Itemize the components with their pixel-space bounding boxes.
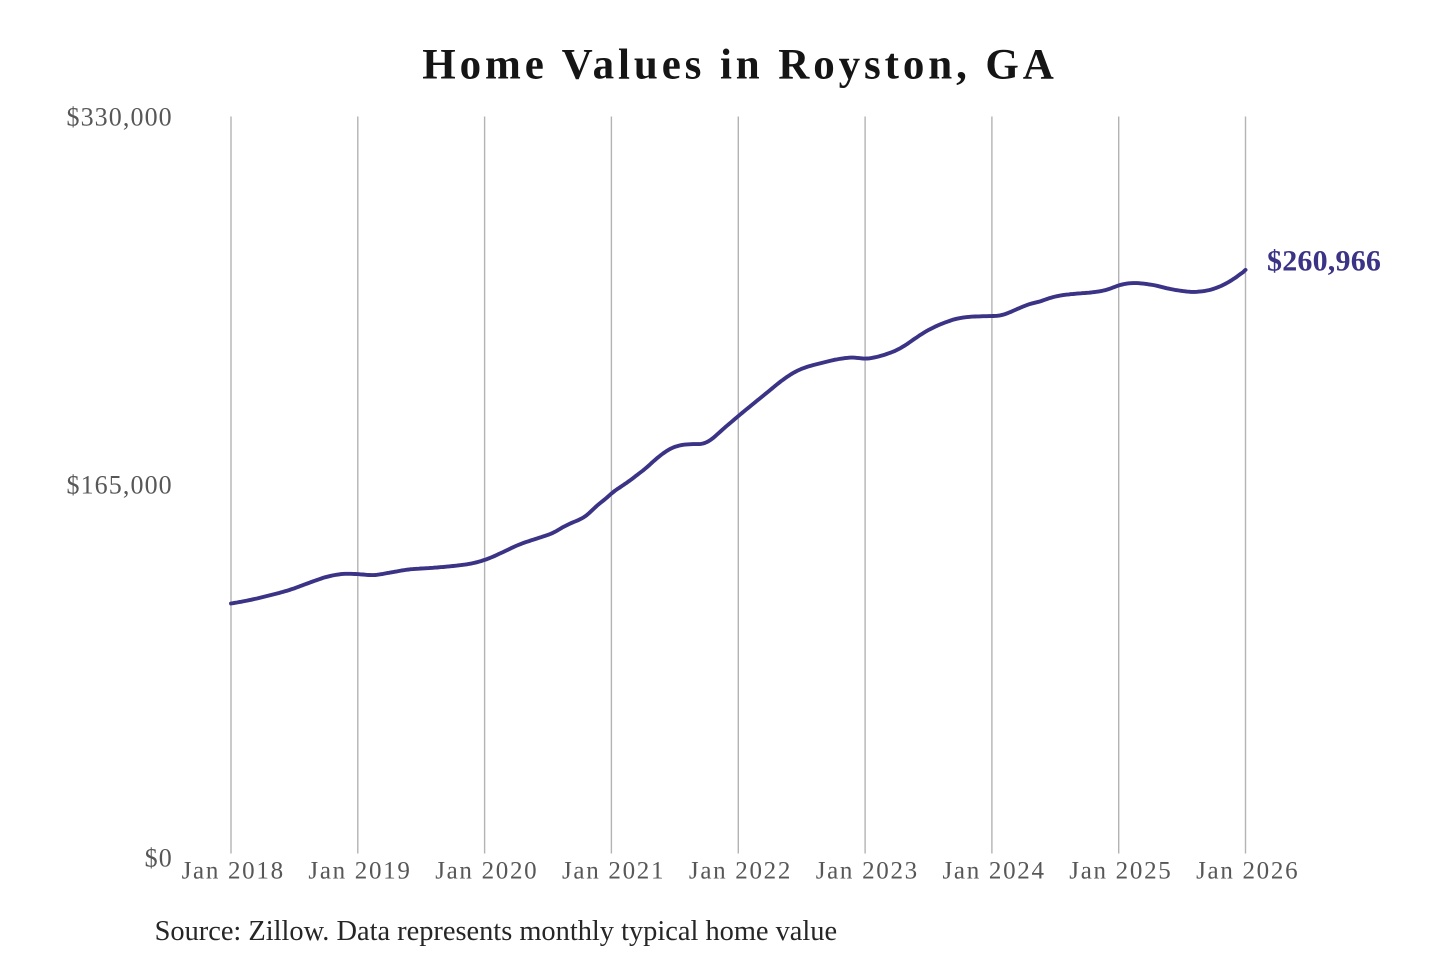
svg-text:$165,000: $165,000	[66, 470, 172, 499]
svg-text:Source: Zillow. Data represent: Source: Zillow. Data represents monthly …	[155, 916, 838, 947]
svg-text:Jan 2019: Jan 2019	[308, 858, 411, 885]
svg-text:Jan 2021: Jan 2021	[562, 858, 665, 885]
svg-text:Jan 2026: Jan 2026	[1196, 858, 1299, 885]
svg-text:$0: $0	[145, 843, 173, 872]
svg-text:Jan 2018: Jan 2018	[182, 858, 285, 885]
svg-text:Jan 2022: Jan 2022	[689, 858, 792, 885]
svg-text:Jan 2020: Jan 2020	[435, 858, 538, 885]
svg-text:Jan 2025: Jan 2025	[1069, 858, 1172, 885]
svg-text:Jan 2023: Jan 2023	[816, 858, 919, 885]
svg-text:$260,966: $260,966	[1267, 245, 1381, 278]
svg-text:$330,000: $330,000	[66, 102, 172, 131]
svg-text:Home Values in Royston, GA: Home Values in Royston, GA	[422, 42, 1057, 89]
svg-text:Jan 2024: Jan 2024	[943, 858, 1046, 885]
